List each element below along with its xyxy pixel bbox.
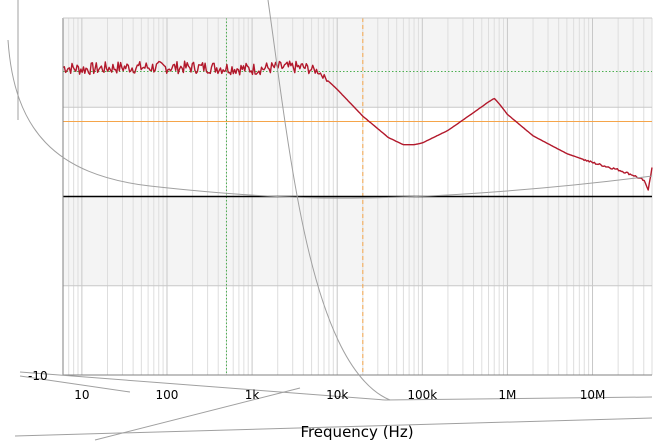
x-tick-label: 1k (245, 388, 260, 402)
shaded-band-2 (63, 196, 652, 286)
series-layer (62, 60, 653, 191)
x-axis-title: Frequency (Hz) (300, 423, 413, 441)
stray-lines (7, 0, 653, 441)
stray-line (14, 417, 653, 437)
plot-frame (62, 17, 652, 376)
x-tick-label: 100k (407, 388, 437, 402)
reference-lines (63, 18, 652, 375)
stray-curve (267, 0, 391, 401)
x-tick-label: 10M (580, 388, 606, 402)
tick-labels: 10 100 1k 10k 100k 1M 10M -10 (28, 369, 605, 402)
series-line-1 (62, 60, 653, 191)
x-tick-label: 1M (498, 388, 516, 402)
x-tick-label: 10k (326, 388, 348, 402)
stray-line (384, 396, 653, 401)
x-tick-label: 10 (74, 388, 89, 402)
stray-line (19, 371, 386, 401)
x-tick-label: 100 (156, 388, 179, 402)
y-tick-label: -10 (28, 369, 48, 383)
shaded-band-1 (63, 18, 652, 108)
stray-line (19, 375, 131, 393)
stray-curve (7, 39, 653, 199)
shaded-bands (63, 18, 652, 286)
stray-line (94, 387, 301, 441)
